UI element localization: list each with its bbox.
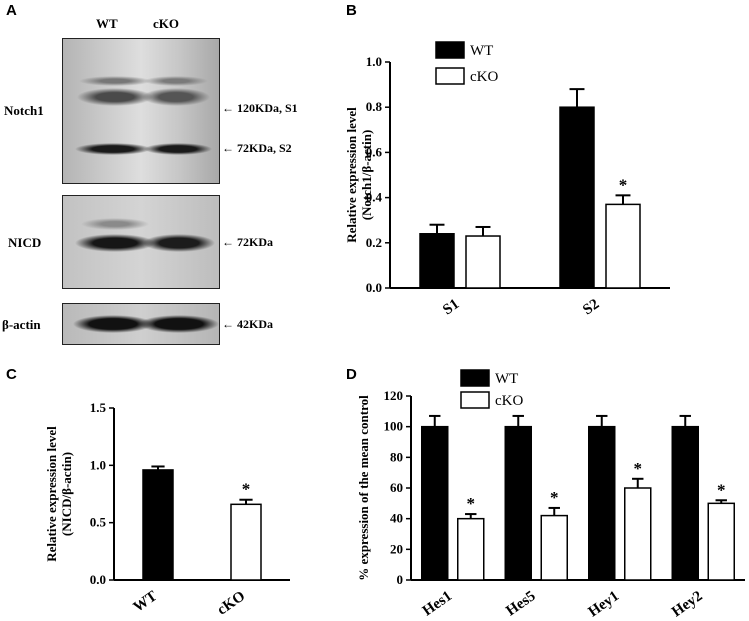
chart-d-bar [540,514,568,581]
chart-d-legend-swatch [460,369,490,387]
chart-c-x-tick-label: WT [131,588,161,615]
panel-letter-c: C [6,366,17,383]
chart-d-x-tick-label: Hes1 [420,588,455,619]
chart-b-bar [465,235,501,289]
blot-row-label-notch1: Notch1 [4,103,44,118]
chart-b-y-tick-label: 0.4 [366,190,383,205]
band-annotation-beta-actin: ← 42KDa [222,317,273,331]
chart-c-y-axis-label-2: (NICD/β-actin) [59,452,74,536]
chart-d-y-tick-label: 120 [384,388,404,403]
chart-d-significance-mark: * [467,494,476,513]
beta-actin-blot [62,303,220,345]
chart-d-significance-mark: * [550,488,559,507]
chart-d-legend-label: WT [495,371,518,387]
chart-d-x-tick-label: Hey1 [586,588,622,620]
lane-label-wt: WT [96,16,118,31]
chart-d-x-tick-label: Hes5 [503,588,538,619]
arrow-left-icon: ← [222,235,234,249]
chart-d-x-tick-label: Hey2 [669,588,705,620]
chart-c-x-tick-label: cKO [215,588,249,618]
chart-c-y-tick-label: 1.5 [90,400,107,415]
chart-b-bar [605,203,641,289]
chart-c-y-tick-label: 0.0 [90,572,106,587]
chart-b-legend-label: WT [470,43,493,59]
chart-b-x-tick-label: S2 [580,296,602,318]
chart-b-bar [419,233,455,289]
arrow-left-icon: ← [222,141,234,155]
chart-d-bar [671,425,699,581]
chart-c-bar [142,469,174,581]
panel-letter-b: B [346,2,357,19]
chart-b-y-tick-label: 0.0 [366,280,382,295]
chart-d-bar [624,487,652,581]
chart-d-legend-swatch [460,391,490,409]
chart-b-bar [559,106,595,289]
chart-d-y-tick-label: 60 [390,480,403,495]
chart-d-significance-mark: * [634,459,643,478]
chart-b-y-tick-label: 1.0 [366,54,382,69]
chart-d-significance-mark: * [717,480,726,499]
arrow-left-icon: ← [222,101,234,115]
chart-d-bar [457,517,485,581]
chart-d-legend-label: cKO [495,393,523,409]
chart-b-y-axis-label-2: (Notch1/β-actin) [359,130,374,221]
chart-d-bar [504,425,532,581]
lane-label-cko: cKO [153,16,179,31]
notch1-blot [62,38,220,184]
blot-row-label-nicd: NICD [8,235,42,250]
chart-b-y-axis-label: Relative expression level [344,107,359,243]
chart-c-y-axis-label: Relative expression level [44,426,59,562]
chart-d-bar [421,425,449,581]
chart-d-y-axis-label: % expression of the mean control [356,395,371,581]
chart-b-y-tick-label: 0.2 [366,235,382,250]
chart-d-y-tick-label: 0 [397,572,404,587]
chart-d-bar [707,502,735,581]
chart-b-y-tick-label: 0.6 [366,144,383,159]
chart-b-legend-swatch [435,41,465,59]
chart-d-y-tick-label: 40 [390,511,403,526]
panel-letter-a: A [6,2,17,19]
chart-c-bar [230,503,262,581]
chart-b-significance-mark: * [619,175,628,194]
chart-c-y-tick-label: 1.0 [90,457,106,472]
chart-d-y-tick-label: 80 [390,449,403,464]
chart-d-y-tick-label: 20 [390,541,403,556]
arrow-left-icon: ← [222,317,234,331]
chart-b-legend-swatch [435,67,465,85]
chart-b-legend-label: cKO [470,69,498,85]
band-annotation-nicd: ← 72KDa [222,235,273,249]
chart-d-y-tick-label: 100 [384,419,404,434]
nicd-blot [62,195,220,289]
chart-b-y-tick-label: 0.8 [366,99,383,114]
band-annotation-s2: ← 72KDa, S2 [222,141,292,155]
chart-d-bar [588,425,616,581]
chart-c-significance-mark: * [242,480,251,499]
blot-row-label-beta-actin: β-actin [2,317,41,332]
chart-c-y-tick-label: 0.5 [90,515,107,530]
chart-b-x-tick-label: S1 [440,296,462,318]
band-annotation-s1: ← 120KDa, S1 [222,101,298,115]
panel-letter-d: D [346,366,357,383]
